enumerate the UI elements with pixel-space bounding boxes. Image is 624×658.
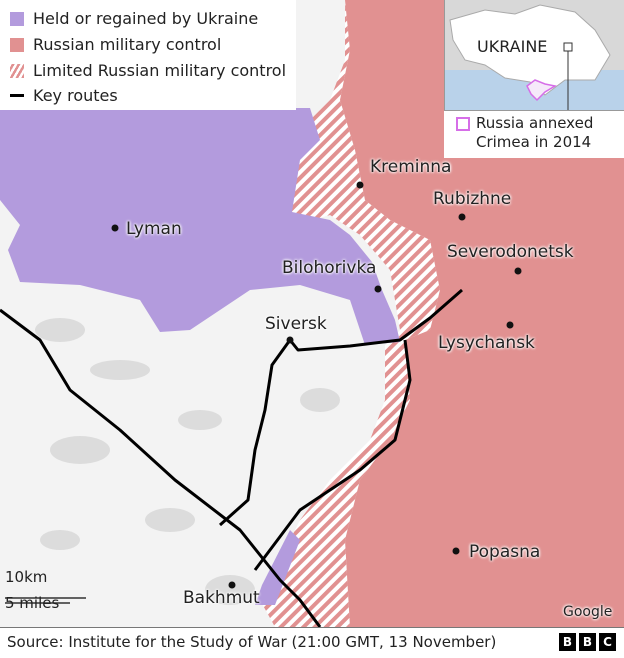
inset-caption-text: Russia annexed Crimea in 2014: [476, 114, 594, 151]
legend: Held or regained by Ukraine Russian mili…: [0, 0, 296, 110]
legend-routes: Key routes: [10, 86, 118, 105]
locator-inset: UKRAINE: [444, 0, 624, 111]
legend-russian: Russian military control: [10, 35, 221, 54]
google-attribution: Google: [563, 604, 613, 620]
scale-bar: [5, 597, 86, 604]
inset-country-label: UKRAINE: [477, 37, 548, 56]
legend-ukraine: Held or regained by Ukraine: [10, 9, 258, 28]
legend-limited-label: Limited Russian military control: [33, 61, 287, 80]
source-text: Source: Institute for the Study of War (…: [7, 633, 497, 651]
place-popasna: Popasna: [469, 542, 541, 562]
bbc-logo: B B C: [559, 633, 616, 651]
scale: 10km 5 miles: [5, 568, 59, 612]
ukraine-held-area-bakhmut: [255, 530, 300, 605]
scale-miles: 5 miles: [5, 594, 60, 612]
place-kreminna: Kreminna: [370, 157, 452, 177]
locator-map: [445, 4, 624, 110]
city-dots: [111, 181, 522, 589]
location-marker: [563, 42, 573, 52]
footer: Source: Institute for the Study of War (…: [0, 627, 624, 658]
place-rubizhne: Rubizhne: [433, 189, 512, 209]
bbc-logo-b2: B: [579, 633, 596, 651]
place-siversk: Siversk: [265, 314, 327, 334]
legend-russian-label: Russian military control: [33, 35, 222, 54]
bbc-logo-c: C: [599, 633, 616, 651]
crimea-outline: [526, 79, 558, 102]
ukraine-held-area: [0, 108, 400, 345]
place-lyman: Lyman: [126, 219, 182, 239]
towns: [35, 318, 340, 605]
key-routes: [0, 288, 463, 627]
legend-ukraine-label: Held or regained by Ukraine: [33, 9, 259, 28]
ukraine-swatch: [10, 11, 24, 26]
limited-russian-control-area: [258, 0, 440, 627]
bbc-logo-b1: B: [559, 633, 576, 651]
route-swatch: [10, 94, 24, 97]
place-lysychansk: Lysychansk: [438, 333, 535, 353]
place-bilohorivka: Bilohorivka: [282, 258, 377, 278]
limited-swatch: [10, 63, 24, 78]
legend-routes-label: Key routes: [33, 86, 118, 105]
russian-swatch: [10, 37, 24, 52]
scale-km: 10km: [5, 568, 48, 586]
crimea-swatch: [456, 117, 470, 131]
place-severodonetsk: Severodonetsk: [447, 242, 574, 262]
legend-limited: Limited Russian military control: [10, 61, 286, 80]
place-bakhmut: Bakhmut: [183, 588, 260, 608]
inset-caption: Russia annexed Crimea in 2014: [444, 111, 624, 158]
